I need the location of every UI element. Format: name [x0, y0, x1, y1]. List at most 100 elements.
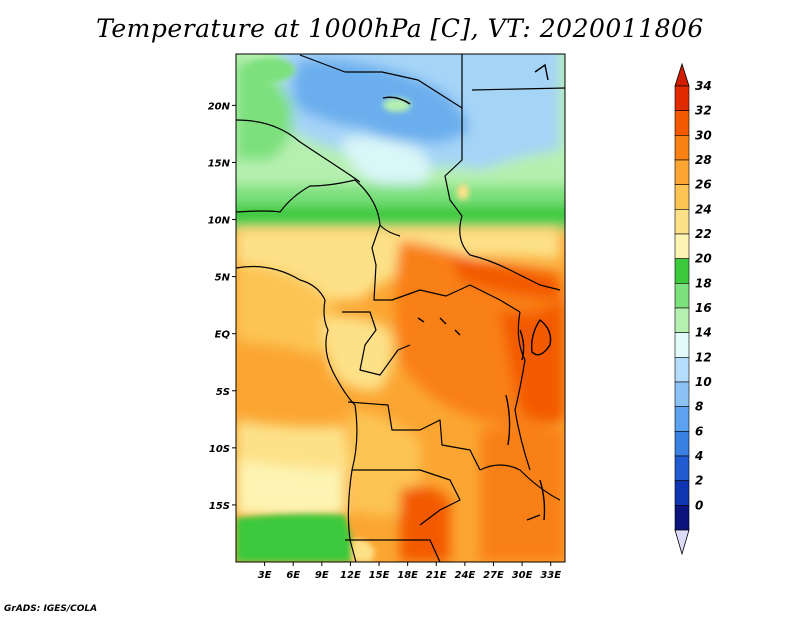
colorbar-swatch: [674, 135, 690, 161]
colorbar-label: 0: [695, 498, 703, 512]
lat-tick-label: 20N: [208, 101, 231, 112]
longitude-axis: 3E 6E 9E 12E 15E 18E 21E 24E 27E 30E 33E: [258, 562, 561, 581]
field-west-coast: [236, 262, 342, 354]
field-west-green: [236, 60, 293, 160]
colorbar-label: 12: [695, 350, 712, 364]
border-southsudan: [459, 215, 561, 291]
field-southwest-yellow: [352, 539, 375, 562]
colorbar-swatch: [674, 357, 690, 383]
colorbar-label: 18: [695, 276, 712, 290]
lon-tick-label: 9E: [315, 570, 329, 581]
field-southeast-orange: [480, 425, 565, 562]
lon-tick-label: 3E: [258, 570, 272, 581]
colorbar-label: 34: [695, 79, 712, 93]
border-angola-zambia: [352, 469, 461, 526]
border-libya: [299, 54, 463, 109]
colorbar-label: 24: [695, 202, 712, 216]
colorbar-swatch: [674, 110, 690, 136]
map-frame: [235, 53, 566, 563]
field-dark-green-band: [236, 205, 565, 227]
sinai: [534, 63, 549, 81]
lon-tick-label: 27E: [483, 570, 504, 581]
field-tibesti-green: [383, 98, 411, 112]
field-southwest-green: [236, 514, 352, 562]
map-title: Temperature at 1000hPa [C], VT: 20200118…: [96, 14, 704, 43]
lat-tick-label: EQ: [215, 330, 231, 341]
colorbar-bottom-cap: [674, 529, 690, 556]
lakes: [382, 63, 552, 521]
lat-tick-label: 15N: [208, 158, 231, 169]
colorbar-swatch: [674, 332, 690, 358]
colorbar-label: 2: [695, 474, 703, 488]
colorbar-swatch: [674, 505, 690, 531]
latitude-axis: 20N 15N 10N 5N EQ 5S 10S 15S: [208, 101, 236, 512]
field-desert-blue: [292, 59, 470, 144]
colorbar-swatch: [674, 307, 690, 333]
border-sahel: [236, 179, 401, 237]
lon-tick-label: 15E: [369, 570, 390, 581]
colorbar-swatch: [674, 480, 690, 506]
border-congo-gabon: [342, 311, 411, 376]
colorbar-swatch: [674, 406, 690, 432]
grads-credit: GrADS: IGES/COLA: [4, 604, 98, 614]
border-east-drc: [514, 311, 531, 471]
colorbar-label: 16: [695, 301, 712, 315]
lake-tanganyika: [505, 394, 511, 446]
colorbar-label: 26: [695, 178, 712, 192]
field-darfur-yellow: [457, 184, 469, 200]
lon-tick-label: 21E: [426, 570, 447, 581]
border-mali-niger: [236, 119, 361, 183]
lon-tick-label: 24E: [454, 570, 475, 581]
field-hoggar-green: [245, 58, 295, 82]
lon-tick-label: 18E: [397, 570, 418, 581]
border-namibia: [345, 539, 441, 562]
colorbar-label: 4: [694, 449, 703, 463]
colorbar-label: 10: [695, 375, 712, 389]
colorbar-swatch: [674, 381, 690, 407]
field-south-hot: [400, 486, 450, 562]
colorbar-swatch: [674, 258, 690, 284]
border-car-cameroon: [371, 224, 521, 313]
border-drc-angola: [347, 401, 481, 471]
field-gabon-yellow: [320, 316, 394, 391]
field-north-hot: [450, 255, 560, 300]
field-pale-cyan: [340, 136, 430, 187]
border-sudan-chad: [444, 54, 463, 217]
lon-tick-label: 6E: [286, 570, 300, 581]
lake-bangweulu: [526, 514, 541, 521]
colorbar-label: 28: [695, 153, 712, 167]
tibesti-contour: [382, 96, 411, 105]
field-coast-pale: [236, 460, 345, 518]
field-angola-yellow: [236, 420, 350, 475]
colorbar-swatch: [674, 159, 690, 185]
colorbar-top-cap: [674, 62, 690, 87]
lat-tick-label: 15S: [209, 501, 230, 512]
colorbar-swatch: [674, 431, 690, 457]
border-egypt-sudan: [471, 87, 565, 91]
lon-tick-label: 12E: [340, 570, 361, 581]
country-borders: [236, 54, 565, 562]
colorbar-label: 6: [695, 424, 703, 438]
lat-tick-label: 10N: [208, 216, 231, 227]
colorbar-label: 32: [695, 104, 712, 118]
lat-tick-label: 5S: [216, 387, 230, 398]
colorbar-swatch: [674, 85, 690, 111]
lon-tick-label: 33E: [540, 570, 561, 581]
colorbar-label: 22: [695, 227, 712, 241]
colorbar-swatch: [674, 233, 690, 259]
colorbar-label: 20: [695, 252, 712, 266]
colorbar-swatch: [674, 455, 690, 481]
colorbar-swatch: [674, 184, 690, 210]
lat-tick-label: 10S: [209, 444, 230, 455]
colorbar-label: 14: [695, 326, 712, 340]
lat-tick-label: 5N: [215, 273, 231, 284]
colorbar-swatch: [674, 209, 690, 235]
lon-tick-label: 30E: [512, 570, 533, 581]
lake-malawi: [539, 479, 546, 521]
lake-victoria: [530, 318, 552, 356]
colorbar-swatch: [674, 283, 690, 309]
border-zambia-tanzania: [479, 464, 561, 501]
field-angola-interior: [350, 410, 420, 515]
